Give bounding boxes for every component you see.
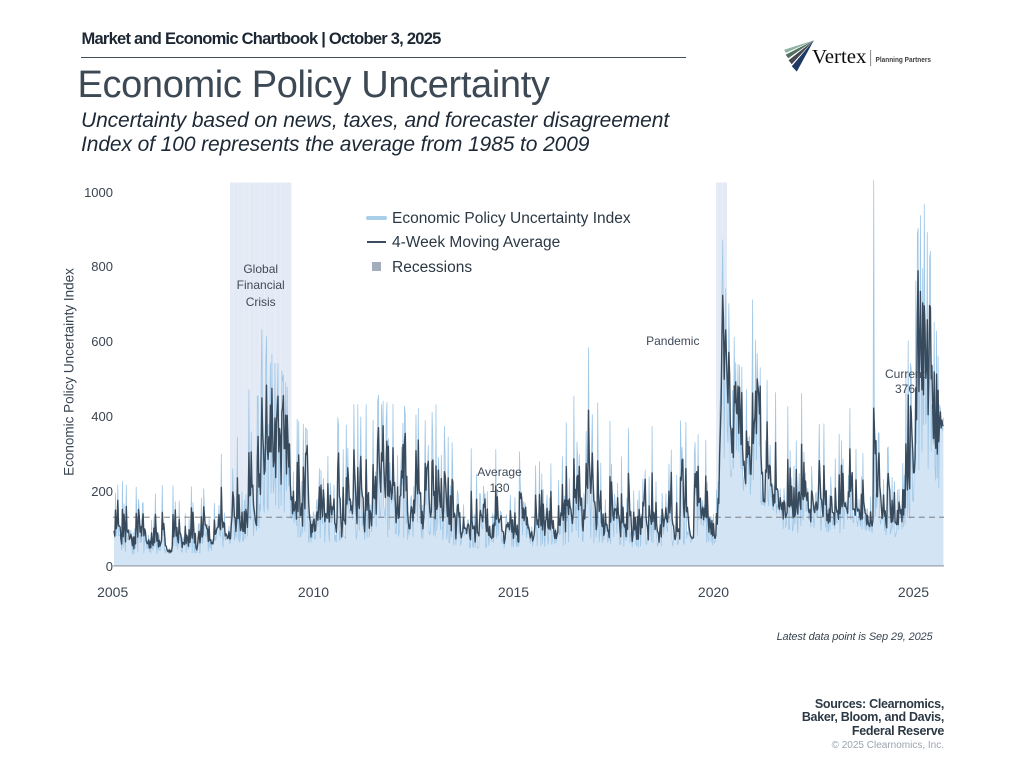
svg-text:Vertex: Vertex [812, 46, 867, 68]
svg-text:Planning Partners: Planning Partners [876, 55, 932, 64]
